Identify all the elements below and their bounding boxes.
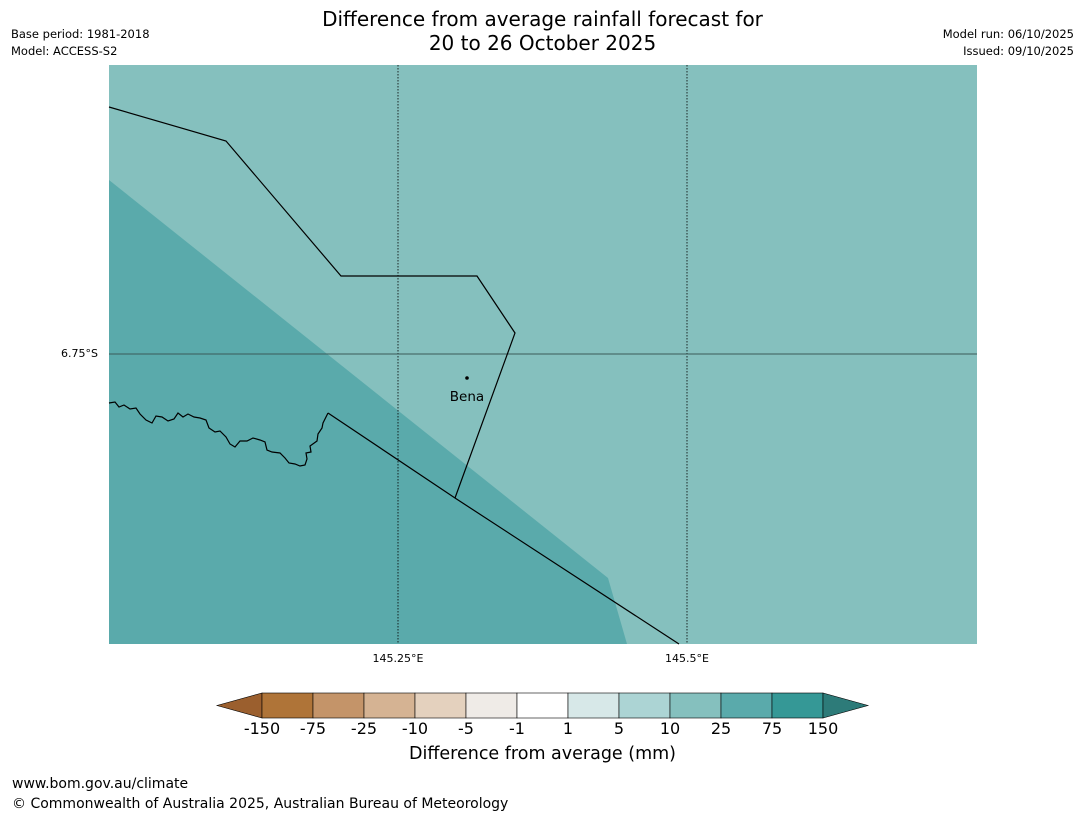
model-run-text: Model run: 06/10/2025 (942, 27, 1074, 41)
model-text: Model: ACCESS-S2 (11, 44, 118, 58)
map-region-25-to-75 (109, 180, 627, 644)
meta-right: Model run: 06/10/2025 Issued: 09/10/2025 (943, 26, 1074, 60)
colorbar-segment (414, 692, 467, 719)
colorbar-segment (261, 692, 314, 719)
colorbar-segment (771, 692, 824, 719)
colorbar-segment (312, 692, 365, 719)
bena-label: Bena (450, 389, 484, 405)
colorbar-title: Difference from average (mm) (408, 744, 677, 764)
colorbar-tick-label: 10 (659, 719, 681, 738)
footer-url[interactable]: www.bom.gov.au/climate (12, 776, 189, 792)
colorbar-tick-label: 1 (562, 719, 574, 738)
title-line-2: 20 to 26 October 2025 (428, 31, 657, 55)
bena-location-marker (465, 376, 469, 380)
lon-label-145-5e: 145.5°E (665, 652, 709, 665)
coastline (108, 401, 329, 467)
colorbar-tick-label: 25 (710, 719, 732, 738)
base-period-text: Base period: 1981-2018 (11, 27, 150, 41)
colorbar-extend-low (215, 692, 263, 719)
colorbar-segment (516, 692, 569, 719)
province-border-south (327, 412, 680, 645)
colorbar-tick-label: 150 (807, 719, 839, 738)
meta-left: Base period: 1981-2018 Model: ACCESS-S2 (11, 26, 150, 60)
issued-text: Issued: 09/10/2025 (963, 44, 1074, 58)
colorbar-segment (669, 692, 722, 719)
colorbar-segment (720, 692, 773, 719)
lon-label-145-25e: 145.25°E (372, 652, 424, 665)
colorbar-tick-label: -25 (350, 719, 378, 738)
footer-copyright: © Commonwealth of Australia 2025, Austra… (12, 796, 509, 812)
colorbar-tick-label: 5 (613, 719, 625, 738)
colorbar-tick-label: -75 (299, 719, 327, 738)
colorbar-tick-label: -5 (458, 719, 474, 738)
colorbar-segment (618, 692, 671, 719)
colorbar-segment (567, 692, 620, 719)
colorbar-segment (465, 692, 518, 719)
colorbar-segment (363, 692, 416, 719)
title-line-1: Difference from average rainfall forecas… (322, 7, 763, 31)
colorbar-tick-label: -1 (509, 719, 525, 738)
colorbar-tick-label: 75 (761, 719, 783, 738)
chart-title: Difference from average rainfall forecas… (0, 7, 1085, 55)
colorbar-extend-high (822, 692, 870, 719)
colorbar-tick-label: -150 (243, 719, 281, 738)
lat-label-6-75s: 6.75°S (61, 347, 98, 360)
province-border-north (108, 106, 516, 499)
colorbar-tick-label: -10 (401, 719, 429, 738)
